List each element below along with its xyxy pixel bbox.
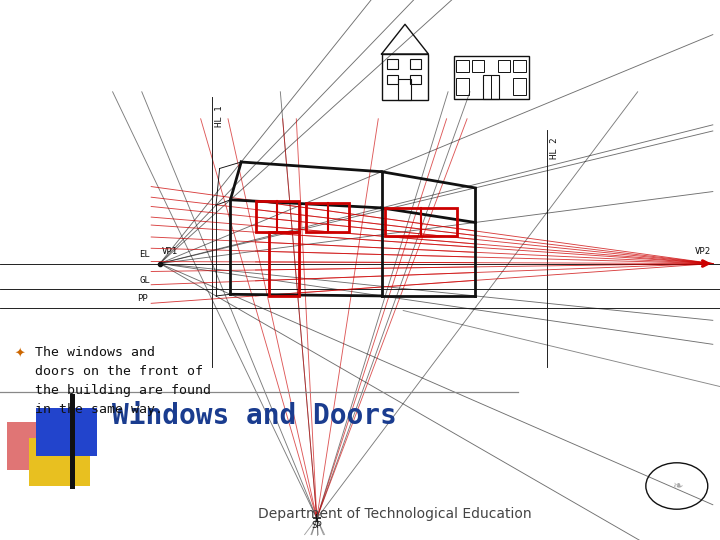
Bar (456, 78, 469, 94)
Bar (256, 201, 299, 232)
Text: VP1: VP1 (162, 247, 178, 256)
Text: ✦: ✦ (14, 347, 25, 360)
Bar (269, 232, 299, 296)
Text: PP: PP (138, 294, 148, 303)
Text: HL 1: HL 1 (215, 105, 223, 127)
Text: EL: EL (139, 250, 150, 259)
Bar (382, 54, 428, 100)
Bar (472, 60, 484, 72)
Bar (387, 75, 398, 84)
Text: Windows and Doors: Windows and Doors (112, 402, 396, 430)
Bar (513, 60, 526, 72)
Bar (456, 60, 469, 72)
Text: SP: SP (312, 521, 322, 530)
Text: HL 2: HL 2 (550, 138, 559, 159)
Bar (398, 79, 411, 100)
Bar (513, 78, 526, 94)
Bar (36, 408, 97, 456)
Text: ❧: ❧ (672, 480, 682, 492)
Bar (29, 438, 90, 486)
Text: The windows and
doors on the front of
the building are found
in the same way.: The windows and doors on the front of th… (35, 346, 210, 416)
Bar (306, 202, 349, 232)
Bar (385, 208, 457, 236)
Bar (7, 422, 68, 470)
Bar (410, 75, 421, 84)
Bar (410, 59, 421, 69)
Bar (70, 394, 75, 489)
Text: VP2: VP2 (695, 247, 711, 256)
Bar (454, 56, 529, 99)
Bar (483, 75, 499, 99)
Bar (498, 60, 510, 72)
Bar (387, 59, 398, 69)
Text: GL: GL (139, 276, 150, 285)
Text: Department of Technological Education: Department of Technological Education (258, 507, 531, 521)
